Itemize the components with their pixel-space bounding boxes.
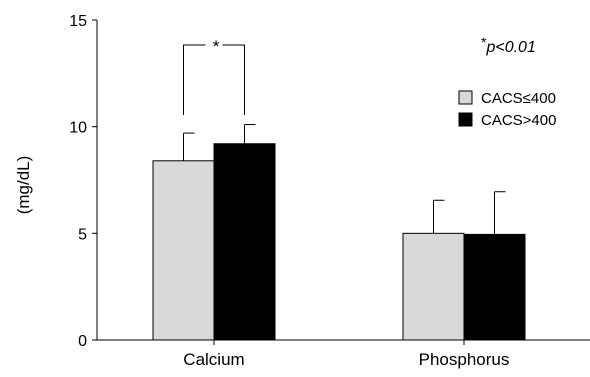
bar — [213, 143, 276, 341]
x-tick-label: Phosphorus — [419, 350, 510, 369]
x-tick-label: Calcium — [183, 350, 244, 369]
bar — [463, 233, 526, 341]
y-tick-label: 10 — [69, 120, 87, 137]
significance-bracket-right — [222, 44, 245, 115]
y-axis-label: (mg/dL) — [14, 156, 33, 215]
p-value-note: *p<0.01 — [481, 34, 536, 56]
legend-label: CACS>400 — [481, 112, 556, 129]
significance-bracket-left — [183, 44, 206, 115]
legend-swatch — [458, 90, 473, 105]
significance-marker: * — [213, 37, 220, 56]
bar — [152, 160, 215, 341]
y-tick-label: 15 — [69, 13, 87, 30]
p-value-note-text: p<0.01 — [485, 39, 535, 56]
bar — [402, 232, 465, 341]
y-tick-label: 5 — [78, 226, 87, 243]
legend-swatch — [458, 112, 473, 127]
p-value-note-star: * — [481, 34, 487, 50]
legend-label: CACS≤400 — [481, 90, 556, 107]
y-tick-label: 0 — [78, 333, 87, 350]
